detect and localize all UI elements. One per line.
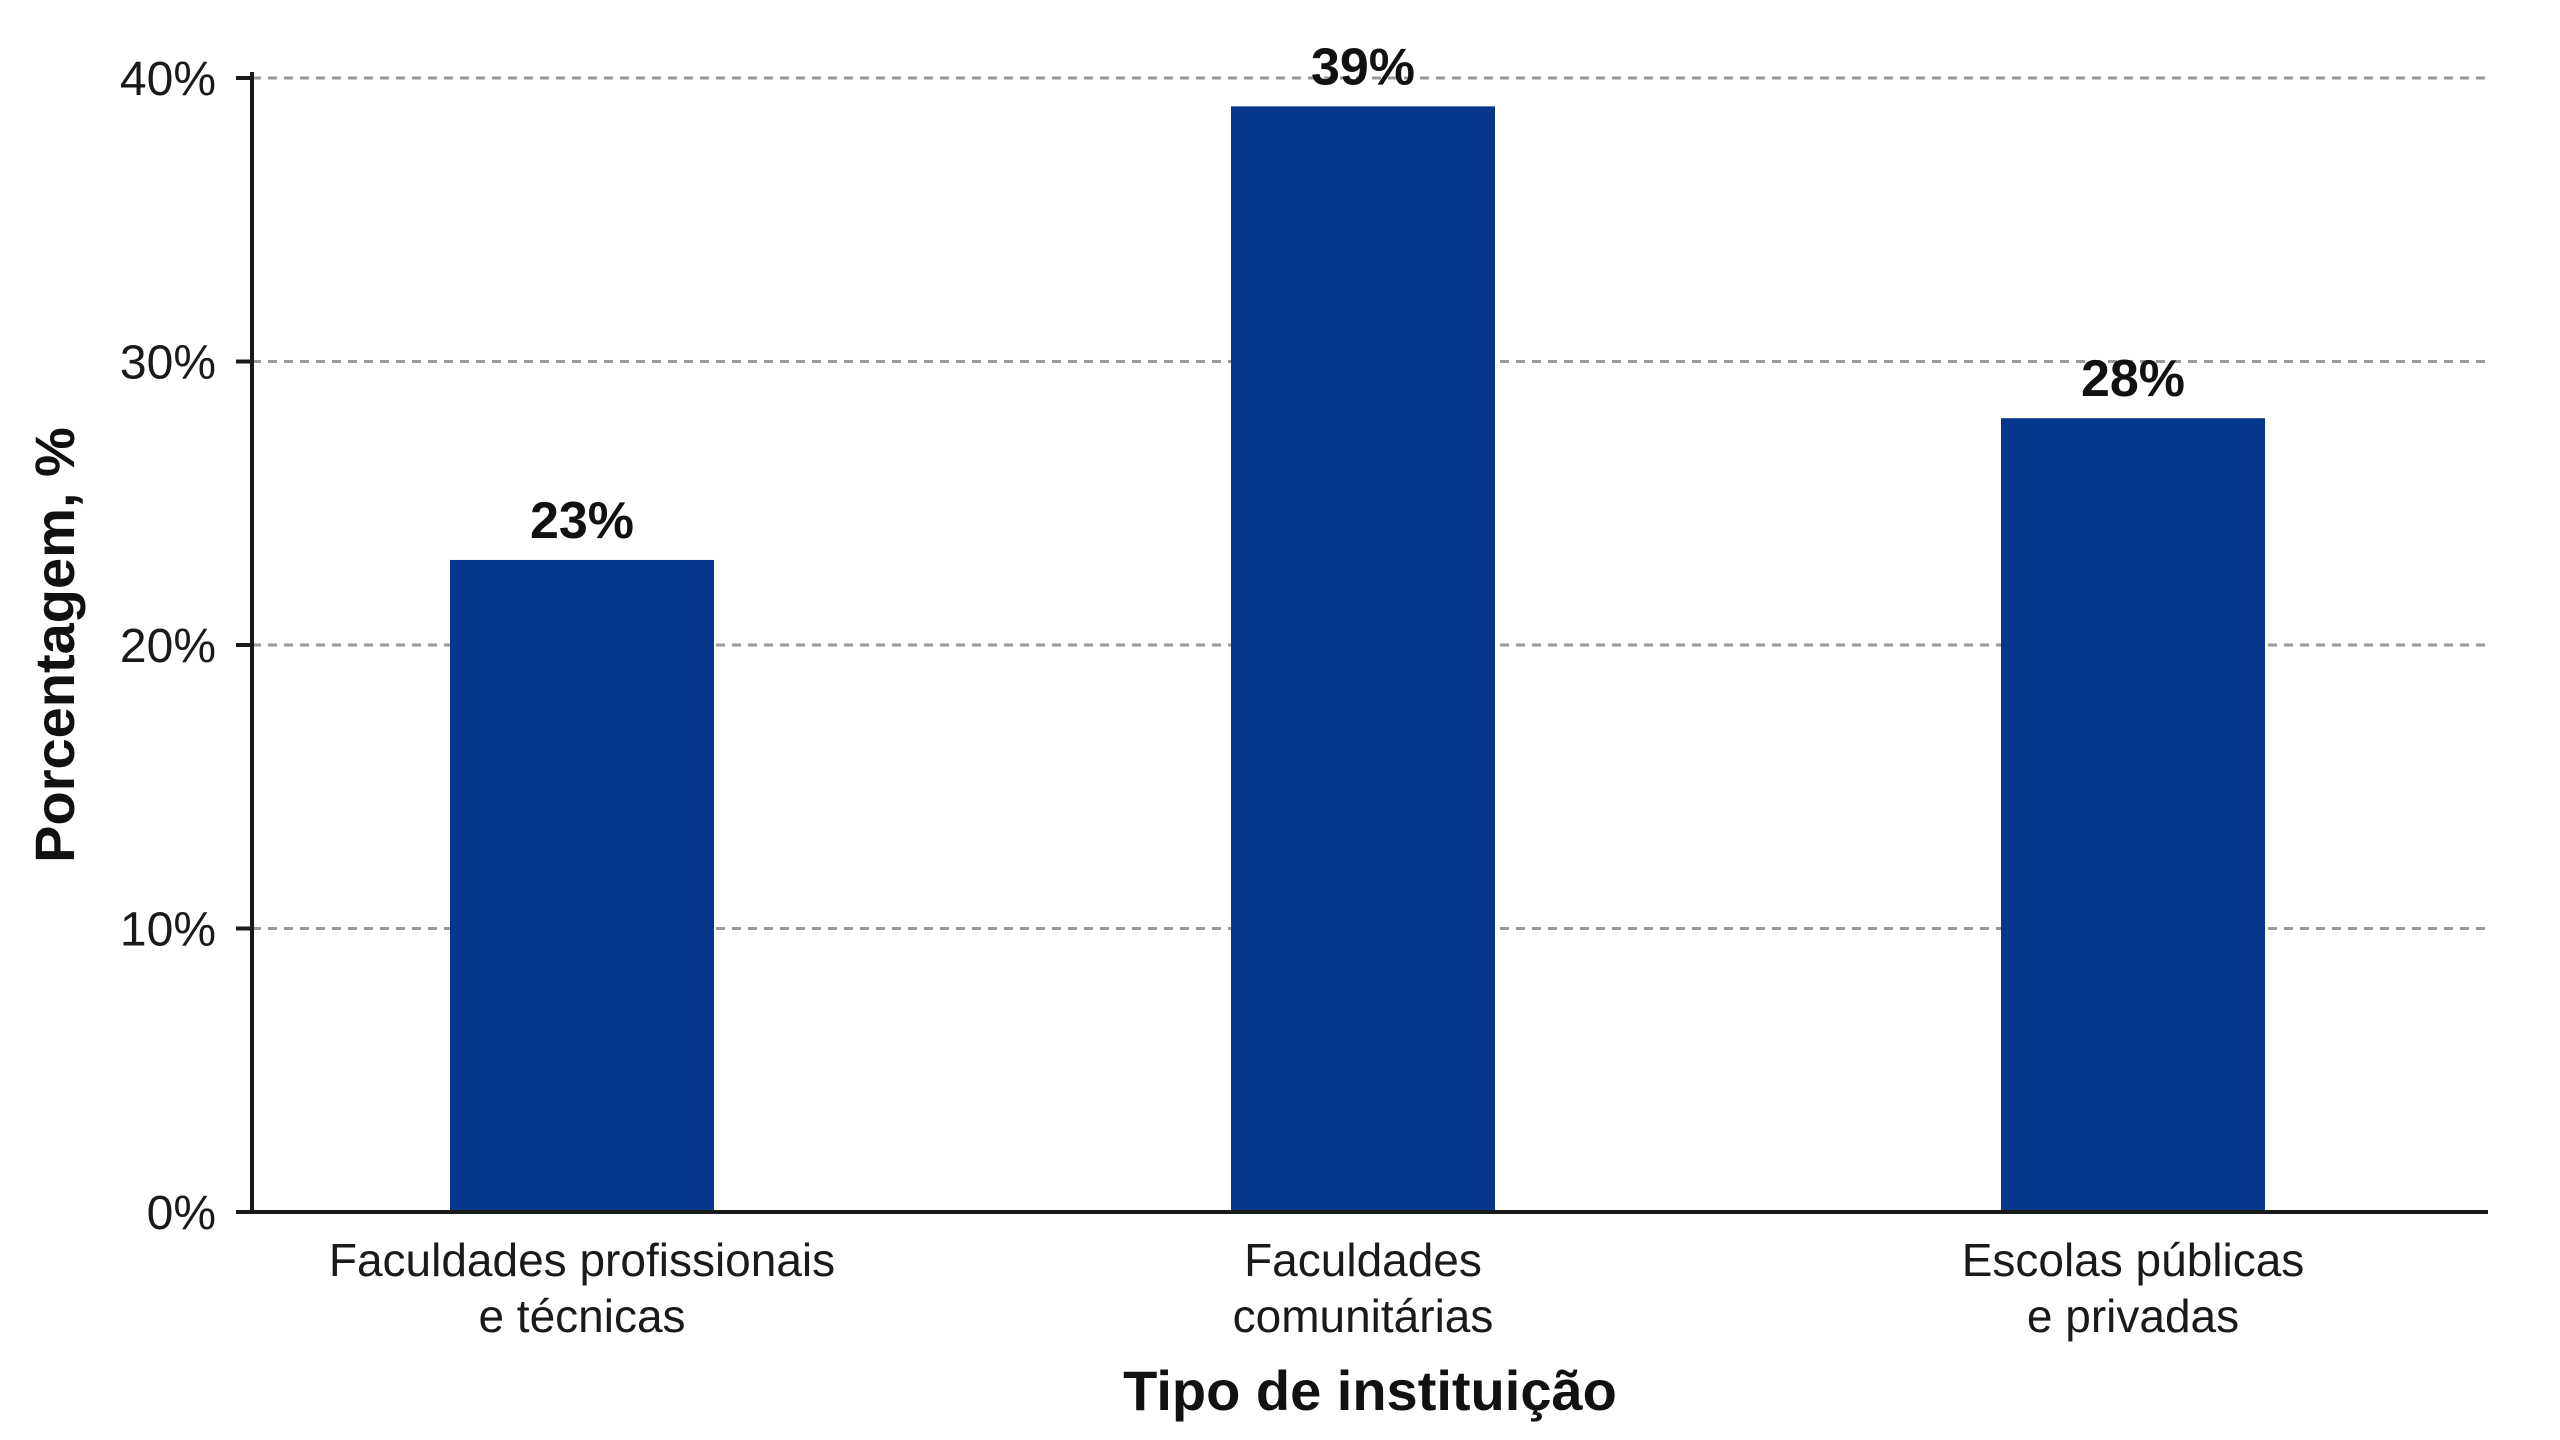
axes — [236, 72, 2488, 1214]
y-tick-label: 30% — [120, 337, 216, 390]
bar — [1231, 106, 1495, 1213]
x-category-label: comunitárias — [1233, 1290, 1494, 1342]
x-category-label: e privadas — [2027, 1290, 2239, 1342]
x-axis-title: Tipo de instituição — [1123, 1359, 1617, 1422]
x-category-label: e técnicas — [478, 1290, 685, 1342]
y-ticks: 0% 10% 20% 30% 40% — [120, 53, 252, 1240]
bar — [450, 559, 714, 1212]
y-tick-label: 20% — [120, 620, 216, 673]
x-category-label: Faculdades profissionais — [329, 1234, 835, 1286]
data-labels: 23% 39% 28% — [530, 38, 2185, 550]
data-label: 39% — [1311, 38, 1415, 96]
bars — [450, 106, 2265, 1213]
x-category-label: Escolas públicas — [1962, 1234, 2305, 1286]
y-tick-label: 0% — [147, 1187, 216, 1240]
y-axis-title: Porcentagem, % — [23, 427, 86, 863]
bar — [2001, 418, 2265, 1212]
data-label: 23% — [530, 492, 634, 550]
y-tick-label: 40% — [120, 53, 216, 106]
data-label: 28% — [2081, 350, 2185, 408]
y-tick-label: 10% — [120, 904, 216, 957]
x-category-label: Faculdades — [1244, 1234, 1482, 1286]
